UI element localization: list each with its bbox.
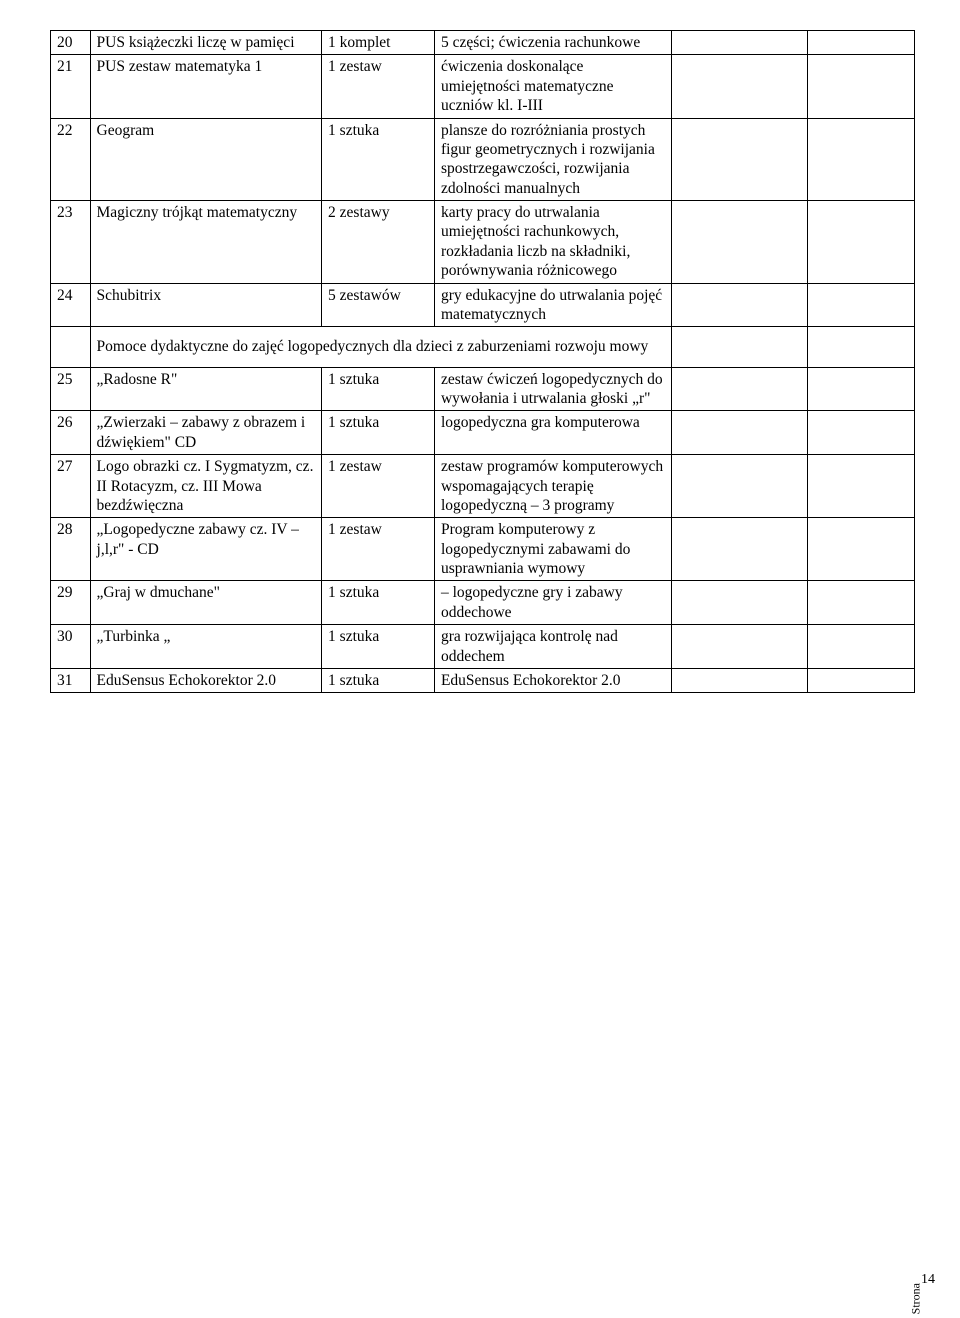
- table-cell: 29: [51, 581, 91, 625]
- table-cell: Program komputerowy z logopedycznymi zab…: [434, 518, 671, 581]
- table-cell: Schubitrix: [90, 283, 322, 327]
- table-cell: [807, 518, 914, 581]
- table-cell: – logopedyczne gry i zabawy oddechowe: [434, 581, 671, 625]
- table-cell: 1 sztuka: [322, 625, 435, 669]
- table-row: 20PUS książeczki liczę w pamięci1 komple…: [51, 31, 915, 55]
- table-row: 24Schubitrix5 zestawówgry edukacyjne do …: [51, 283, 915, 327]
- table-cell: „Radosne R": [90, 367, 322, 411]
- table-cell: [672, 455, 808, 518]
- section-row: Pomoce dydaktyczne do zajęć logopedyczny…: [51, 327, 915, 367]
- table-cell: [807, 367, 914, 411]
- table-cell: [807, 118, 914, 201]
- table-cell: 27: [51, 455, 91, 518]
- section-title: Pomoce dydaktyczne do zajęć logopedyczny…: [90, 327, 672, 367]
- table-cell: 5 części; ćwiczenia rachunkowe: [434, 31, 671, 55]
- table-cell: „Turbinka „: [90, 625, 322, 669]
- table-cell: Geogram: [90, 118, 322, 201]
- table-cell: 30: [51, 625, 91, 669]
- table-cell: PUS książeczki liczę w pamięci: [90, 31, 322, 55]
- table-cell: 25: [51, 367, 91, 411]
- table-cell: [807, 581, 914, 625]
- table-cell: plansze do rozróżniania prostych figur g…: [434, 118, 671, 201]
- table-cell: gra rozwijająca kontrolę nad oddechem: [434, 625, 671, 669]
- table-cell: [807, 411, 914, 455]
- table-cell: [807, 327, 914, 367]
- table-cell: 21: [51, 55, 91, 118]
- table-cell: ćwiczenia doskonalące umiejętności matem…: [434, 55, 671, 118]
- table-cell: [672, 581, 808, 625]
- table-cell: [807, 31, 914, 55]
- data-table: 20PUS książeczki liczę w pamięci1 komple…: [50, 30, 915, 693]
- table-cell: 22: [51, 118, 91, 201]
- table-cell: „Logopedyczne zabawy cz. IV – j,l,r" - C…: [90, 518, 322, 581]
- table-row: 23Magiczny trójkąt matematyczny2 zestawy…: [51, 201, 915, 284]
- table-cell: 1 zestaw: [322, 55, 435, 118]
- table-cell: EduSensus Echokorektor 2.0: [434, 668, 671, 692]
- table-cell: karty pracy do utrwalania umiejętności r…: [434, 201, 671, 284]
- table-row: 29„Graj w dmuchane"1 sztuka– logopedyczn…: [51, 581, 915, 625]
- table-row: 27Logo obrazki cz. I Sygmatyzm, cz. II R…: [51, 455, 915, 518]
- table-cell: zestaw ćwiczeń logopedycznych do wywołan…: [434, 367, 671, 411]
- table-cell: 1 sztuka: [322, 118, 435, 201]
- table-cell: 24: [51, 283, 91, 327]
- table-cell: 20: [51, 31, 91, 55]
- table-row: 31EduSensus Echokorektor 2.01 sztukaEduS…: [51, 668, 915, 692]
- table-row: 25„Radosne R"1 sztukazestaw ćwiczeń logo…: [51, 367, 915, 411]
- table-cell: PUS zestaw matematyka 1: [90, 55, 322, 118]
- table-cell: [672, 411, 808, 455]
- table-cell: logopedyczna gra komputerowa: [434, 411, 671, 455]
- table-cell: [807, 55, 914, 118]
- table-cell: 5 zestawów: [322, 283, 435, 327]
- table-cell: gry edukacyjne do utrwalania pojęć matem…: [434, 283, 671, 327]
- table-cell: [672, 625, 808, 669]
- table-cell: „Zwierzaki – zabawy z obrazem i dźwiękie…: [90, 411, 322, 455]
- table-cell: [672, 327, 808, 367]
- table-cell: 28: [51, 518, 91, 581]
- table-cell: zestaw programów komputerowych wspomagaj…: [434, 455, 671, 518]
- table-cell: EduSensus Echokorektor 2.0: [90, 668, 322, 692]
- table-cell: 1 sztuka: [322, 668, 435, 692]
- table-cell: [807, 625, 914, 669]
- table-cell: [807, 201, 914, 284]
- table-cell: 1 sztuka: [322, 411, 435, 455]
- table-cell: 1 komplet: [322, 31, 435, 55]
- table-cell: 1 zestaw: [322, 455, 435, 518]
- table-cell: Logo obrazki cz. I Sygmatyzm, cz. II Rot…: [90, 455, 322, 518]
- table-row: 28„Logopedyczne zabawy cz. IV – j,l,r" -…: [51, 518, 915, 581]
- table-cell: 1 zestaw: [322, 518, 435, 581]
- table-row: 26„Zwierzaki – zabawy z obrazem i dźwięk…: [51, 411, 915, 455]
- table-cell: [807, 283, 914, 327]
- table-cell: [807, 668, 914, 692]
- table-cell: [672, 31, 808, 55]
- table-cell: [672, 668, 808, 692]
- table-cell: 1 sztuka: [322, 367, 435, 411]
- table-cell: [672, 118, 808, 201]
- table-cell: [51, 327, 91, 367]
- table-cell: 31: [51, 668, 91, 692]
- table-cell: [672, 367, 808, 411]
- table-cell: Magiczny trójkąt matematyczny: [90, 201, 322, 284]
- table-cell: 26: [51, 411, 91, 455]
- page-number: Strona14: [892, 1272, 935, 1288]
- table-cell: [807, 455, 914, 518]
- table-cell: [672, 55, 808, 118]
- table-cell: [672, 518, 808, 581]
- table-cell: 1 sztuka: [322, 581, 435, 625]
- table-cell: [672, 201, 808, 284]
- table-row: 21PUS zestaw matematyka 11 zestawćwiczen…: [51, 55, 915, 118]
- table-row: 22Geogram1 sztukaplansze do rozróżniania…: [51, 118, 915, 201]
- table-cell: [672, 283, 808, 327]
- table-cell: „Graj w dmuchane": [90, 581, 322, 625]
- page-label: Strona: [908, 1283, 923, 1314]
- table-cell: 23: [51, 201, 91, 284]
- table-cell: 2 zestawy: [322, 201, 435, 284]
- table-row: 30„Turbinka „1 sztukagra rozwijająca kon…: [51, 625, 915, 669]
